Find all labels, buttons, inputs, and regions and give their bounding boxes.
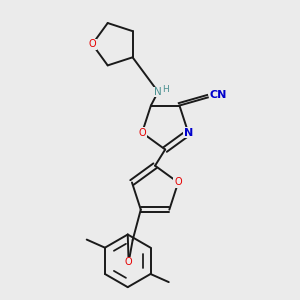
Bar [149, 87, 167, 97]
Bar [137, 128, 147, 138]
Text: O: O [125, 257, 132, 267]
Text: O: O [88, 39, 96, 49]
Text: N: N [154, 87, 162, 97]
Text: O: O [174, 178, 182, 188]
Text: N: N [184, 128, 193, 138]
Bar [183, 128, 193, 138]
Bar [87, 39, 98, 49]
Text: O: O [138, 128, 146, 138]
Bar [173, 177, 183, 188]
Text: CN: CN [209, 90, 226, 100]
Text: H: H [162, 85, 169, 94]
Bar [124, 257, 134, 267]
